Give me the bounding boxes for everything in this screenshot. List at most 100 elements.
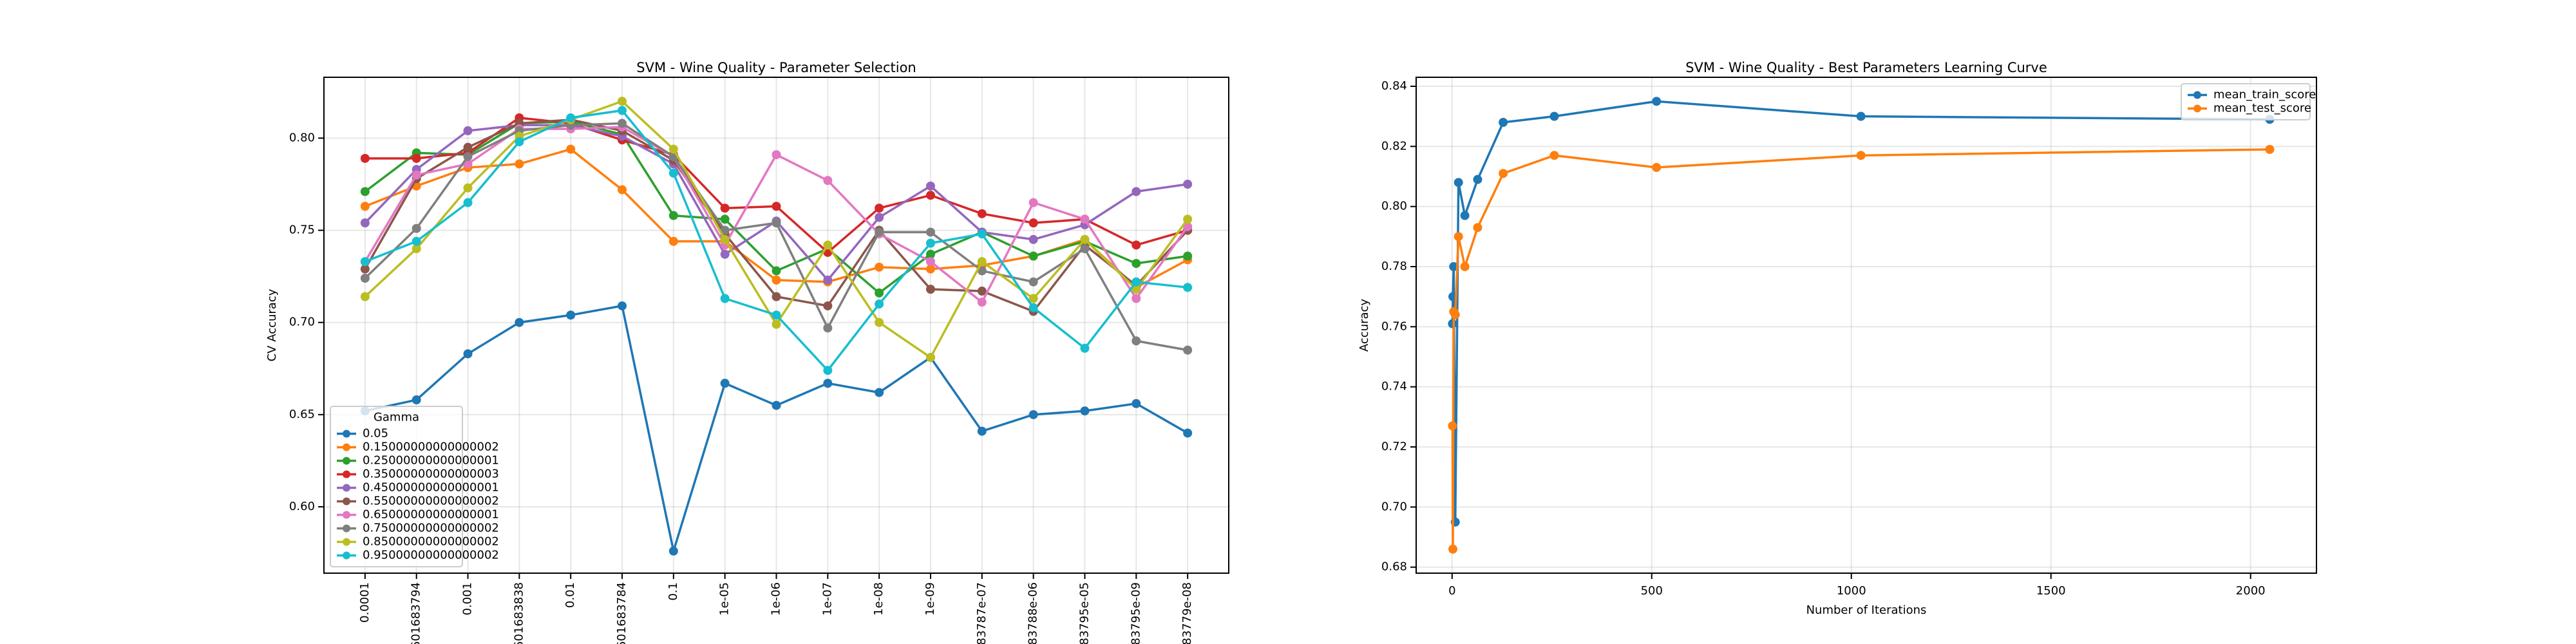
data-point (977, 298, 987, 307)
y-tick-label: 0.74 (1381, 380, 1407, 393)
data-point (412, 244, 421, 254)
y-tick-label: 0.80 (1381, 200, 1407, 213)
x-tick-label: 1500 (2036, 584, 2066, 598)
legend-marker (343, 443, 350, 451)
data-point (1183, 428, 1193, 438)
data-point (360, 274, 370, 283)
data-point (1448, 544, 1458, 554)
data-point (977, 229, 987, 239)
data-point (823, 275, 833, 285)
y-tick-label: 0.60 (289, 500, 315, 513)
data-point (1028, 218, 1038, 228)
data-point (1454, 178, 1463, 187)
data-point (1132, 259, 1141, 269)
x-tick-label: 3.1622776601683795e-09 (1129, 582, 1142, 644)
x-tick-label: 500 (1641, 584, 1663, 598)
data-point (875, 213, 884, 222)
data-point (772, 292, 781, 301)
data-point (1473, 223, 1482, 232)
data-point (720, 225, 730, 235)
data-point (1028, 410, 1038, 419)
y-tick-label: 0.76 (1381, 319, 1407, 333)
data-point (720, 379, 730, 388)
data-point (772, 218, 781, 228)
legend-title: Gamma (374, 411, 419, 424)
data-point (1080, 244, 1090, 254)
y-axis-label: Accuracy (1358, 299, 1371, 352)
legend-label: 0.55000000000000002 (363, 495, 499, 508)
data-point (925, 353, 935, 363)
data-point (618, 97, 627, 106)
data-point (1132, 285, 1141, 294)
data-point (412, 395, 421, 404)
x-axis-label: Number of Iterations (1806, 603, 1927, 617)
data-point (1028, 303, 1038, 312)
data-point (1450, 310, 1460, 319)
data-point (772, 275, 781, 285)
data-point (1028, 198, 1038, 207)
y-tick-label: 0.70 (289, 316, 315, 329)
legend-marker (2193, 104, 2201, 113)
data-point (1473, 175, 1482, 184)
legend-label: 0.85000000000000002 (363, 535, 499, 549)
data-point (925, 191, 935, 200)
legend-marker (343, 430, 350, 438)
data-point (720, 214, 730, 224)
legend-marker (2193, 91, 2201, 99)
data-point (668, 168, 678, 178)
data-point (1183, 222, 1193, 231)
data-point (1549, 111, 1559, 121)
data-point (412, 236, 421, 246)
x-tick-label: 3.1622776601683788e-06 (1027, 582, 1040, 644)
legend-label: 0.65000000000000001 (363, 508, 499, 522)
data-point (1028, 294, 1038, 303)
chart-title: SVM - Wine Quality - Best Parameters Lea… (1685, 60, 2047, 75)
data-point (772, 319, 781, 329)
data-point (925, 227, 935, 237)
data-point (412, 223, 421, 233)
data-point (823, 379, 833, 388)
data-point (720, 294, 730, 303)
x-tick-label: 0.031622776601683784 (615, 582, 629, 644)
x-tick-label: 2000 (2236, 584, 2266, 598)
data-point (875, 262, 884, 272)
x-tick-label: 1e-07 (820, 582, 834, 616)
x-tick-label: 1e-08 (872, 582, 886, 616)
data-point (1856, 151, 1866, 160)
data-point (925, 238, 935, 248)
y-axis-label: CV Accuracy (265, 289, 279, 361)
data-point (360, 202, 370, 211)
data-point (1028, 234, 1038, 244)
data-point (875, 227, 884, 237)
data-point (566, 113, 576, 122)
data-point (1454, 232, 1463, 242)
data-point (925, 257, 935, 267)
legend-label: 0.25000000000000001 (363, 454, 499, 468)
legend-marker (343, 497, 350, 506)
data-point (720, 249, 730, 259)
data-point (463, 349, 473, 359)
data-point (618, 106, 627, 115)
legend-label: 0.45000000000000001 (363, 481, 499, 495)
data-point (1132, 187, 1141, 196)
legend-marker (343, 538, 350, 546)
data-point (463, 183, 473, 193)
legend-label: 0.95000000000000002 (363, 549, 499, 562)
data-point (618, 301, 627, 310)
data-point (618, 185, 627, 194)
data-point (720, 234, 730, 244)
data-point (566, 144, 576, 154)
data-point (772, 150, 781, 160)
data-point (977, 287, 987, 296)
data-point (1028, 277, 1038, 287)
data-point (1132, 336, 1141, 346)
data-point (1652, 97, 1662, 106)
chart-title: SVM - Wine Quality - Parameter Selection (636, 60, 916, 75)
data-point (875, 288, 884, 298)
data-point (463, 142, 473, 152)
data-point (1080, 214, 1090, 224)
data-point (1549, 151, 1559, 160)
data-point (977, 426, 987, 436)
data-point (515, 137, 524, 147)
legend-marker (343, 484, 350, 492)
